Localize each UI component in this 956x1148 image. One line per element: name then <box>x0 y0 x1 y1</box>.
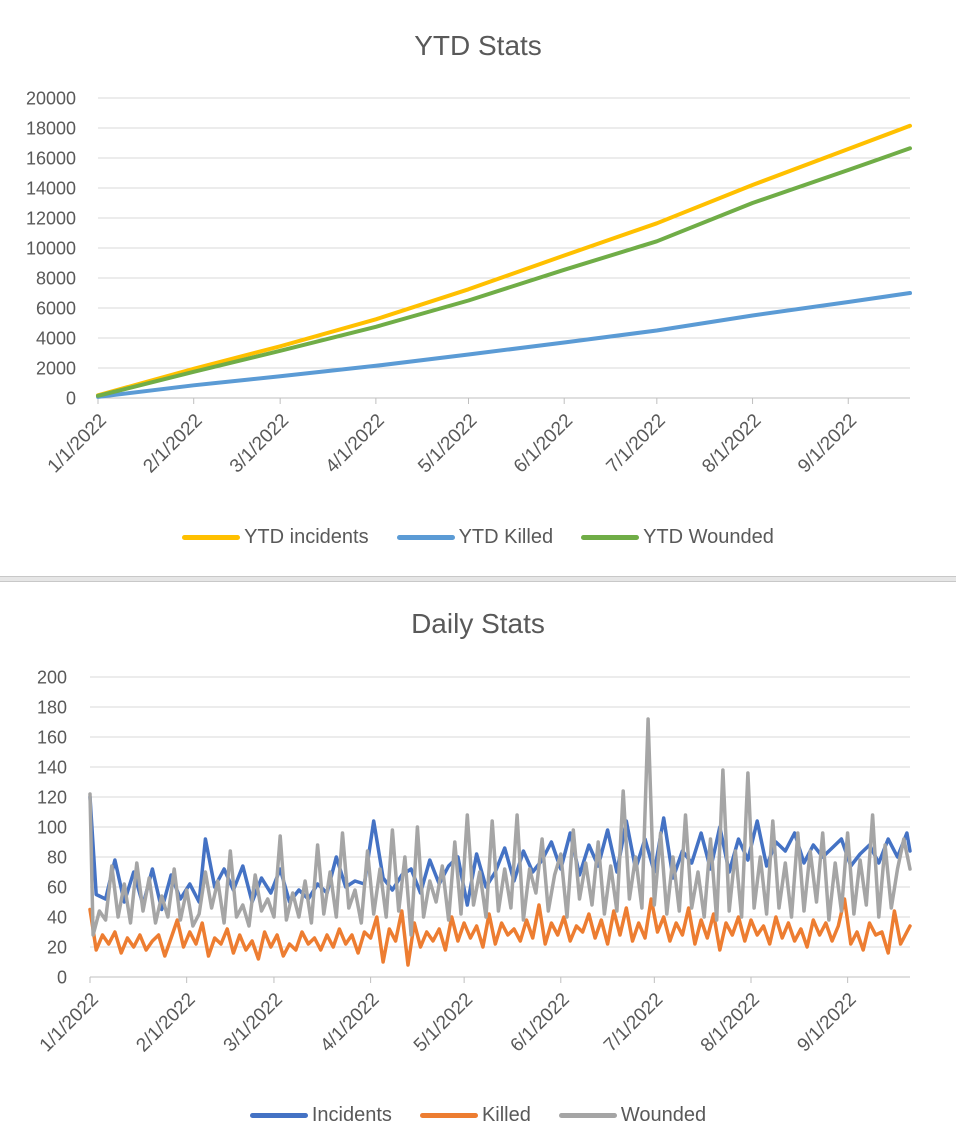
daily-y-tick-label: 40 <box>47 908 67 928</box>
legend-item-ytd-incidents: YTD incidents <box>182 526 369 549</box>
legend-item-wounded: Wounded <box>558 1104 707 1127</box>
ytd-y-tick-label: 18000 <box>26 119 76 139</box>
daily-x-tick-label: 7/1/2022 <box>600 989 667 1056</box>
ytd-series-line-ytd-incidents <box>96 123 912 398</box>
daily-x-tick-label: 2/1/2022 <box>132 989 199 1056</box>
legend-label-wounded: Wounded <box>620 1104 707 1126</box>
legend-swatch-ytd-killed <box>396 535 455 540</box>
ytd-y-tick-label: 0 <box>66 389 76 409</box>
daily-y-tick-label: 180 <box>37 698 67 718</box>
ytd-y-tick-label: 16000 <box>26 149 76 169</box>
daily-x-tick-label: 3/1/2022 <box>220 989 287 1056</box>
ytd-stats-chart-panel: YTD Stats 0 2000 4000 6000 8000 10000 12000 140… <box>0 30 956 549</box>
ytd-y-tick-label: 4000 <box>36 329 76 349</box>
ytd-y-tick-label: 12000 <box>26 209 76 229</box>
daily-chart-plot: 0 20 40 60 80 100 120 140 160 180 200 1/1/2022 2/1/2… <box>36 668 912 1056</box>
legend-item-incidents: Incidents <box>249 1104 392 1127</box>
chart-divider <box>0 576 956 582</box>
ytd-series-line-ytd-killed <box>96 291 912 399</box>
ytd-x-tick-label: 5/1/2022 <box>414 410 481 477</box>
daily-x-tick-label: 1/1/2022 <box>36 989 103 1056</box>
ytd-y-tick-label: 6000 <box>36 299 76 319</box>
legend-swatch-ytd-incidents <box>182 535 241 540</box>
daily-stats-chart-panel: Daily Stats 0 20 40 60 80 100 120 140 160 180 200 1… <box>0 582 956 1148</box>
daily-y-tick-label: 200 <box>37 668 67 688</box>
legend-label-ytd-incidents: YTD incidents <box>244 526 369 548</box>
ytd-x-tick-label: 3/1/2022 <box>226 410 293 477</box>
legend-swatch-killed <box>419 1113 478 1118</box>
ytd-x-tick-label: 2/1/2022 <box>139 410 206 477</box>
daily-y-tick-label: 160 <box>37 728 67 748</box>
daily-chart-title: Daily Stats <box>411 608 545 639</box>
ytd-chart-plot: 0 2000 4000 6000 8000 10000 12000 14000 16000 180… <box>26 89 912 477</box>
ytd-y-tick-label: 10000 <box>26 239 76 259</box>
daily-series-line-killed <box>88 897 912 967</box>
ytd-x-tick-label: 4/1/2022 <box>322 410 389 477</box>
daily-series-line-wounded <box>88 717 912 937</box>
daily-y-tick-label: 0 <box>57 968 67 988</box>
daily-x-tick-label: 9/1/2022 <box>793 989 860 1056</box>
ytd-y-tick-label: 2000 <box>36 359 76 379</box>
daily-y-tick-label: 100 <box>37 818 67 838</box>
daily-y-tick-label: 20 <box>47 938 67 958</box>
legend-label-incidents: Incidents <box>311 1104 392 1126</box>
legend-item-ytd-wounded: YTD Wounded <box>581 526 774 549</box>
daily-x-tick-label: 6/1/2022 <box>507 989 574 1056</box>
ytd-x-tick-label: 6/1/2022 <box>510 410 577 477</box>
daily-y-tick-label: 60 <box>47 878 67 898</box>
legend-label-ytd-wounded: YTD Wounded <box>643 526 774 548</box>
daily-y-tick-label: 120 <box>37 788 67 808</box>
daily-x-tick-label: 5/1/2022 <box>410 989 477 1056</box>
legend-item-ytd-killed: YTD Killed <box>396 526 554 549</box>
daily-y-tick-label: 140 <box>37 758 67 778</box>
daily-series-line-incidents <box>88 795 912 912</box>
legend-item-killed: Killed <box>419 1104 531 1127</box>
ytd-chart-title: YTD Stats <box>414 30 542 61</box>
ytd-x-tick-label: 8/1/2022 <box>698 410 765 477</box>
ytd-y-tick-label: 20000 <box>26 89 76 109</box>
ytd-x-tick-label: 1/1/2022 <box>44 410 111 477</box>
ytd-chart-legend: YTD incidents YTD Killed YTD Wounded <box>0 526 956 549</box>
daily-y-tick-label: 80 <box>47 848 67 868</box>
daily-x-tick-label: 8/1/2022 <box>697 989 764 1056</box>
legend-swatch-wounded <box>558 1113 617 1118</box>
ytd-series-line-ytd-wounded <box>96 146 912 398</box>
legend-label-killed: Killed <box>481 1104 531 1126</box>
legend-label-ytd-killed: YTD Killed <box>458 526 554 548</box>
ytd-x-tick-label: 7/1/2022 <box>603 410 670 477</box>
legend-swatch-ytd-wounded <box>581 535 640 540</box>
daily-chart-legend: Incidents Killed Wounded <box>0 1104 956 1127</box>
ytd-y-tick-label: 8000 <box>36 269 76 289</box>
daily-x-tick-label: 4/1/2022 <box>316 989 383 1056</box>
ytd-y-tick-label: 14000 <box>26 179 76 199</box>
legend-swatch-incidents <box>249 1113 308 1118</box>
ytd-x-tick-label: 9/1/2022 <box>794 410 861 477</box>
